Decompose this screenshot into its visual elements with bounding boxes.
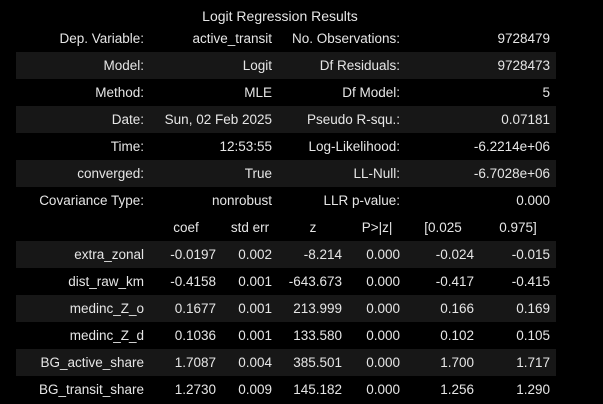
coef-header-cell: coef xyxy=(150,214,222,241)
coef-value: 0.1677 xyxy=(150,295,222,322)
coef-section: extra_zonal -0.0197 0.002 -8.214 0.000 -0.024… xyxy=(16,241,557,403)
summary-value: MLE xyxy=(150,79,279,106)
summary-label: Dep. Variable: xyxy=(16,25,150,52)
summary-label: Time: xyxy=(16,133,150,160)
coef-value: 0.102 xyxy=(406,322,481,349)
summary-value: 0.07181 xyxy=(406,106,557,133)
summary-row: Time: 12:53:55 Log-Likelihood: -6.2214e+06 xyxy=(16,133,557,160)
summary-row: Date: Sun, 02 Feb 2025 Pseudo R-squ.: 0.071… xyxy=(16,106,557,133)
summary-label: converged: xyxy=(16,160,150,187)
coef-variable-name: BG_active_share xyxy=(16,349,150,376)
summary-label: Method: xyxy=(16,79,150,106)
coef-header-cell: std err xyxy=(222,214,279,241)
coef-value: 133.580 xyxy=(278,322,349,349)
coef-variable-name: dist_raw_km xyxy=(16,268,150,295)
coef-row: dist_raw_km -0.4158 0.001 -643.673 0.000 -0.4… xyxy=(16,268,557,295)
coef-value: -643.673 xyxy=(278,268,349,295)
coef-variable-name: extra_zonal xyxy=(16,241,150,268)
summary-value: -6.7028e+06 xyxy=(406,160,557,187)
coef-value: 0.001 xyxy=(222,268,279,295)
summary-value: Logit xyxy=(150,52,279,79)
coef-value: 213.999 xyxy=(278,295,349,322)
coef-value: 145.182 xyxy=(278,376,349,403)
coef-value: -0.417 xyxy=(406,268,481,295)
coef-value: 0.000 xyxy=(348,295,407,322)
summary-label: Pseudo R-squ.: xyxy=(278,106,407,133)
summary-row: Method: MLE Df Model: 5 xyxy=(16,79,557,106)
summary-value: nonrobust xyxy=(150,187,279,214)
summary-value: -6.2214e+06 xyxy=(406,133,557,160)
summary-label: Df Model: xyxy=(278,79,407,106)
summary-value: 9728479 xyxy=(406,25,557,52)
coef-header-cell: P>|z| xyxy=(348,214,407,241)
coef-row: BG_transit_share 1.2730 0.009 145.182 0.000 1… xyxy=(16,376,557,403)
coef-value: 1.700 xyxy=(406,349,481,376)
coef-value: 0.166 xyxy=(406,295,481,322)
coef-value: 0.000 xyxy=(348,241,407,268)
coef-value: 0.009 xyxy=(222,376,279,403)
coef-value: 0.002 xyxy=(222,241,279,268)
summary-label: Model: xyxy=(16,52,150,79)
coef-value: 0.169 xyxy=(480,295,557,322)
coef-value: 0.001 xyxy=(222,322,279,349)
coef-value: 385.501 xyxy=(278,349,349,376)
results-table: Dep. Variable: active_transit No. Observat… xyxy=(16,25,557,403)
summary-value: 5 xyxy=(406,79,557,106)
coef-value: 1.290 xyxy=(480,376,557,403)
coef-variable-name: medinc_Z_d xyxy=(16,322,150,349)
coef-value: -0.024 xyxy=(406,241,481,268)
coef-value: 0.000 xyxy=(348,349,407,376)
coef-row: medinc_Z_d 0.1036 0.001 133.580 0.000 0.102 0.… xyxy=(16,322,557,349)
summary-value: 0.000 xyxy=(406,187,557,214)
coef-variable-name: BG_transit_share xyxy=(16,376,150,403)
coef-row: BG_active_share 1.7087 0.004 385.501 0.000 1.… xyxy=(16,349,557,376)
coef-value: -0.0197 xyxy=(150,241,222,268)
coef-value: 0.004 xyxy=(222,349,279,376)
coef-value: 0.001 xyxy=(222,295,279,322)
summary-label: Log-Likelihood: xyxy=(278,133,407,160)
coef-header-row: coef std err z P>|z| [0.025 0.975] xyxy=(16,214,557,241)
coef-value: 1.717 xyxy=(480,349,557,376)
coef-value: 0.000 xyxy=(348,268,407,295)
coef-variable-name: medinc_Z_o xyxy=(16,295,150,322)
summary-row: Dep. Variable: active_transit No. Observat… xyxy=(16,25,557,52)
summary-label: Covariance Type: xyxy=(16,187,150,214)
coef-value: -0.4158 xyxy=(150,268,222,295)
coef-value: 0.000 xyxy=(348,322,407,349)
coef-value: 0.000 xyxy=(348,376,407,403)
coef-value: 0.1036 xyxy=(150,322,222,349)
coef-header-cell: [0.025 xyxy=(406,214,481,241)
summary-value: 9728473 xyxy=(406,52,557,79)
results-title: Logit Regression Results xyxy=(202,8,358,24)
summary-label: No. Observations: xyxy=(278,25,407,52)
coef-value: 0.105 xyxy=(480,322,557,349)
summary-row: converged: True LL-Null: -6.7028e+06 xyxy=(16,160,557,187)
summary-label: LL-Null: xyxy=(278,160,407,187)
summary-value: active_transit xyxy=(150,25,279,52)
summary-label: LLR p-value: xyxy=(278,187,407,214)
coef-value: 1.2730 xyxy=(150,376,222,403)
coef-value: -8.214 xyxy=(278,241,349,268)
coef-value: -0.015 xyxy=(480,241,557,268)
coef-header-cell: z xyxy=(278,214,349,241)
coef-header-cell xyxy=(16,214,150,241)
summary-row: Model: Logit Df Residuals: 9728473 xyxy=(16,52,557,79)
coef-value: 1.256 xyxy=(406,376,481,403)
coef-header-cell: 0.975] xyxy=(480,214,557,241)
coef-row: medinc_Z_o 0.1677 0.001 213.999 0.000 0.166 0.… xyxy=(16,295,557,322)
summary-value: True xyxy=(150,160,279,187)
summary-label: Df Residuals: xyxy=(278,52,407,79)
summary-section: Dep. Variable: active_transit No. Observat… xyxy=(16,25,557,214)
summary-value: 12:53:55 xyxy=(150,133,279,160)
coef-header-section: coef std err z P>|z| [0.025 0.975] xyxy=(16,214,557,241)
summary-label: Date: xyxy=(16,106,150,133)
summary-row: Covariance Type: nonrobust LLR p-value: 0.0… xyxy=(16,187,557,214)
summary-value: Sun, 02 Feb 2025 xyxy=(150,106,279,133)
coef-value: 1.7087 xyxy=(150,349,222,376)
coef-row: extra_zonal -0.0197 0.002 -8.214 0.000 -0.024… xyxy=(16,241,557,268)
coef-value: -0.415 xyxy=(480,268,557,295)
